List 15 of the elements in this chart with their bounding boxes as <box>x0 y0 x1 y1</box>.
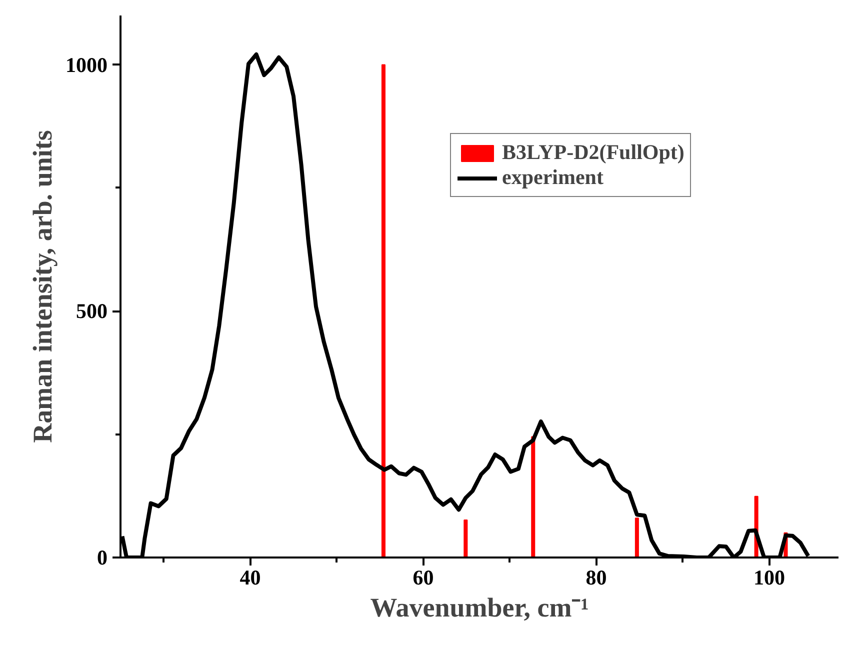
y-tick-label: 1000 <box>66 52 108 77</box>
bar <box>634 518 639 558</box>
legend-label: experiment <box>502 165 604 190</box>
bar <box>531 436 536 558</box>
x-tick-label: 80 <box>586 566 607 590</box>
y-tick-label: 500 <box>76 299 108 324</box>
y-tick-label: 0 <box>97 546 108 570</box>
x-tick-label: 40 <box>240 566 261 590</box>
bar <box>464 520 468 558</box>
bar <box>381 64 386 558</box>
y-axis-title: Raman intensity, arb. units <box>28 130 58 443</box>
x-tick-label: 60 <box>412 566 434 590</box>
x-tick-label: 100 <box>754 566 786 590</box>
legend-label: B3LYP-D2(FullOpt) <box>502 140 684 165</box>
x-axis-title: Wavenumber, cm⁻¹ <box>370 592 589 622</box>
